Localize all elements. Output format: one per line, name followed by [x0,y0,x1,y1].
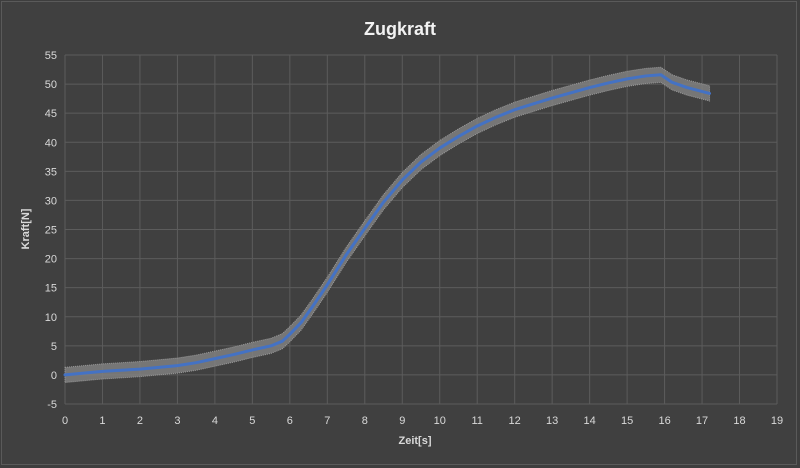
y-tick-label: 15 [45,283,57,295]
x-tick-label: 9 [399,415,405,427]
y-axis-title: Kraft[N] [20,208,32,249]
y-tick-label: 10 [45,312,57,324]
y-tick-label: 35 [45,166,57,178]
series-group [63,73,712,377]
y-tick-label: 30 [45,195,57,207]
x-tick-label: 2 [137,415,143,427]
x-tick-label: 13 [546,415,558,427]
y-tick-label: 5 [51,341,57,353]
y-tick-label: 55 [45,50,57,62]
x-tick-label: 3 [174,415,180,427]
x-axis-title: Zeit[s] [399,435,432,447]
x-tick-label: 7 [324,415,330,427]
y-tick-label: 45 [45,108,57,120]
x-tick-label: 11 [471,415,482,427]
x-tick-label: 10 [434,415,446,427]
y-tick-label: 20 [45,254,57,266]
x-tick-label: 12 [509,415,521,427]
y-tick-labels: -5 0 5 10 15 20 25 30 35 40 45 50 55 [45,50,57,411]
series-line [63,73,712,377]
x-tick-label: 19 [771,415,783,427]
x-tick-label: 17 [696,415,708,427]
chart-title: Zugkraft [364,19,436,39]
x-tick-label: 4 [212,415,218,427]
x-tick-label: 14 [584,415,596,427]
error-band-area [64,66,711,384]
y-tick-label: -5 [47,399,57,411]
x-tick-label: 15 [621,415,633,427]
error-band [64,66,711,384]
y-tick-label: 50 [45,79,57,91]
x-tick-label: 5 [249,415,255,427]
x-tick-label: 0 [62,415,68,427]
x-tick-labels: 0 1 2 3 4 5 6 7 8 9 10 11 12 13 14 15 16 17 18 19 [62,415,783,427]
y-tick-label: 40 [45,137,57,149]
x-tick-label: 1 [99,415,105,427]
x-tick-label: 8 [362,415,368,427]
x-tick-label: 6 [287,415,293,427]
x-tick-label: 18 [733,415,745,427]
y-tick-label: 0 [51,370,57,382]
gridlines [64,54,778,405]
x-tick-label: 16 [658,415,670,427]
y-tick-label: 25 [45,225,57,237]
